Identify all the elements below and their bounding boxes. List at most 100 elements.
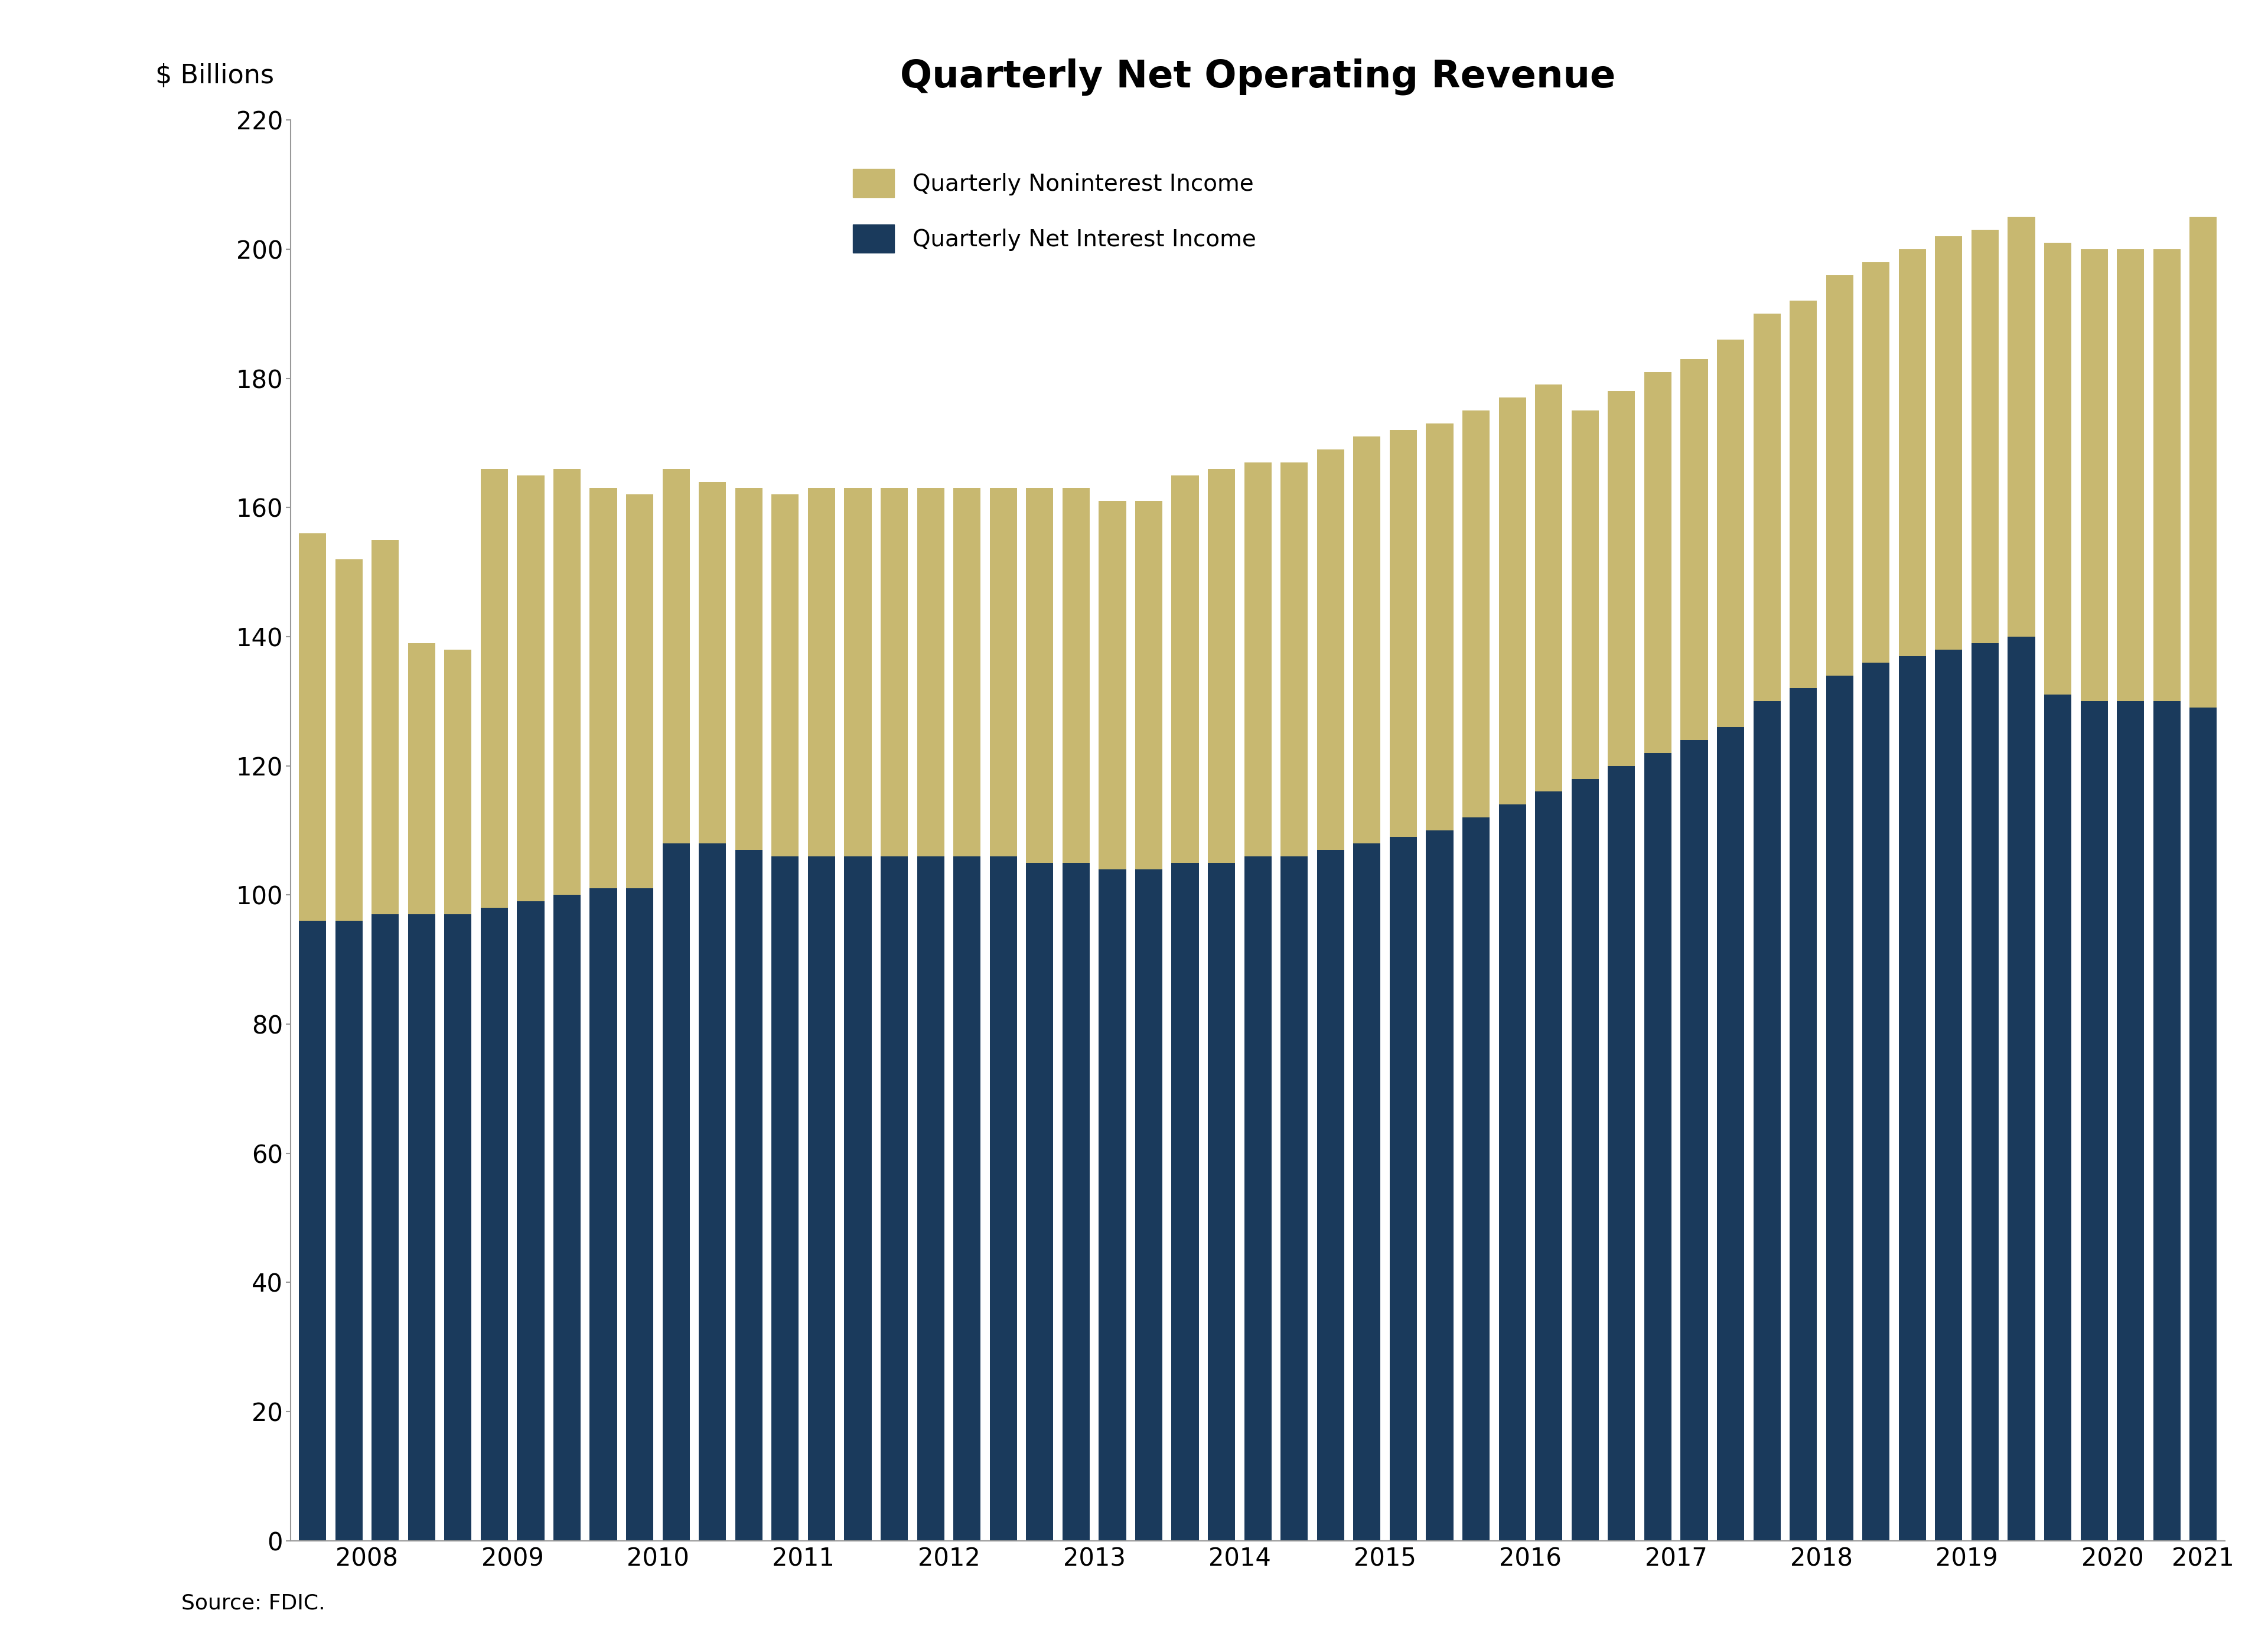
Bar [517, 476, 544, 902]
Bar [807, 489, 835, 856]
Bar [1427, 423, 1454, 830]
Bar [1644, 372, 1672, 752]
Bar [408, 644, 435, 914]
Bar [299, 920, 327, 1541]
Bar [2152, 701, 2180, 1541]
Bar [2152, 249, 2180, 701]
Bar [1245, 856, 1272, 1541]
Bar [953, 856, 980, 1541]
Bar [1281, 463, 1309, 856]
Bar [771, 856, 798, 1541]
Bar [1281, 856, 1309, 1541]
Bar [1535, 385, 1563, 792]
Bar [626, 494, 653, 889]
Bar [590, 489, 617, 889]
Text: Source: FDIC.: Source: FDIC. [181, 1593, 324, 1613]
Bar [1354, 843, 1381, 1541]
Bar [1681, 359, 1708, 741]
Bar [1753, 314, 1780, 701]
Bar [1390, 430, 1418, 836]
Bar [1061, 489, 1089, 863]
Bar [989, 856, 1016, 1541]
Bar [2189, 708, 2216, 1541]
Bar [1971, 644, 1998, 1541]
Bar [1209, 863, 1236, 1541]
Bar [2080, 701, 2107, 1541]
Bar [1173, 476, 1200, 863]
Bar [481, 909, 508, 1541]
Bar [880, 489, 907, 856]
Bar [2007, 637, 2034, 1541]
Bar [1608, 765, 1635, 1541]
Bar [1463, 410, 1490, 818]
Bar [1173, 863, 1200, 1541]
Bar [445, 650, 472, 914]
Bar [590, 889, 617, 1541]
Bar [553, 469, 581, 895]
Bar [807, 856, 835, 1541]
Bar [989, 489, 1016, 856]
Title: Quarterly Net Operating Revenue: Quarterly Net Operating Revenue [900, 58, 1615, 95]
Bar [2043, 242, 2071, 695]
Bar [1789, 688, 1817, 1541]
Bar [1681, 741, 1708, 1541]
Bar [1789, 301, 1817, 688]
Bar [1463, 818, 1490, 1541]
Bar [880, 856, 907, 1541]
Bar [1098, 869, 1125, 1541]
Bar [699, 843, 726, 1541]
Bar [1427, 830, 1454, 1541]
Text: $ Billions: $ Billions [154, 63, 274, 89]
Bar [372, 540, 399, 914]
Bar [1209, 469, 1236, 863]
Bar [699, 482, 726, 843]
Bar [626, 889, 653, 1541]
Bar [1717, 339, 1744, 728]
Bar [1499, 398, 1526, 805]
Bar [1136, 869, 1163, 1541]
Bar [1136, 500, 1163, 869]
Bar [1318, 849, 1345, 1541]
Bar [662, 469, 689, 843]
Bar [2080, 249, 2107, 701]
Bar [1025, 863, 1052, 1541]
Bar [1061, 863, 1089, 1541]
Bar [1499, 805, 1526, 1541]
Bar [735, 849, 762, 1541]
Bar [916, 489, 943, 856]
Bar [1025, 489, 1052, 863]
Bar [844, 856, 871, 1541]
Bar [1971, 230, 1998, 644]
Bar [1644, 752, 1672, 1541]
Bar [2043, 695, 2071, 1541]
Bar [517, 902, 544, 1541]
Bar [408, 914, 435, 1541]
Bar [1608, 392, 1635, 765]
Bar [2116, 249, 2143, 701]
Bar [662, 843, 689, 1541]
Bar [1935, 237, 1962, 650]
Bar [1862, 662, 1889, 1541]
Bar [1098, 500, 1125, 869]
Bar [336, 560, 363, 920]
Bar [1826, 275, 1853, 675]
Bar [916, 856, 943, 1541]
Legend: Quarterly Noninterest Income, Quarterly Net Interest Income: Quarterly Noninterest Income, Quarterly … [844, 160, 1266, 262]
Bar [1935, 650, 1962, 1541]
Bar [2189, 217, 2216, 708]
Bar [553, 895, 581, 1541]
Bar [299, 533, 327, 920]
Bar [445, 914, 472, 1541]
Bar [1898, 657, 1926, 1541]
Bar [1354, 436, 1381, 843]
Bar [1572, 779, 1599, 1541]
Bar [1753, 701, 1780, 1541]
Bar [1535, 792, 1563, 1541]
Bar [2116, 701, 2143, 1541]
Bar [2007, 217, 2034, 637]
Bar [1390, 836, 1418, 1541]
Bar [735, 489, 762, 849]
Bar [1898, 249, 1926, 657]
Bar [1862, 262, 1889, 662]
Bar [1318, 449, 1345, 849]
